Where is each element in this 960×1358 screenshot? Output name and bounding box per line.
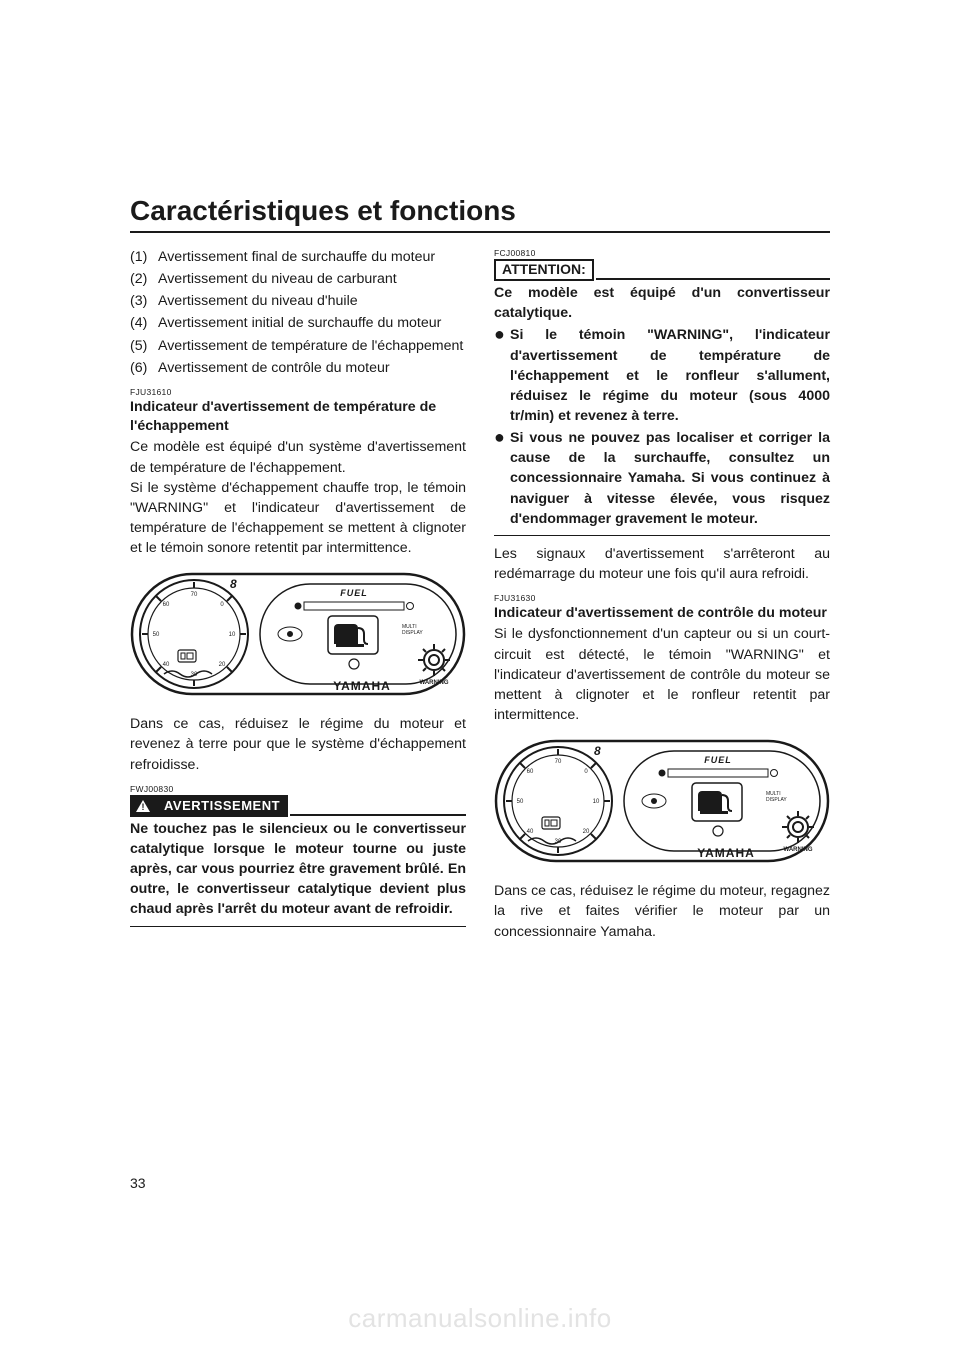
bullet-dot-icon: ● [494, 428, 510, 529]
paragraph: Si le système d'échappement chauffe trop… [130, 478, 466, 559]
attention-tag: ATTENTION: [494, 259, 830, 281]
page-number: 33 [130, 1175, 146, 1191]
bullet-list: ●Si le témoin "WARNING", l'indicateur d'… [494, 325, 830, 529]
subheading: Indicateur d'avertissement de contrôle d… [494, 604, 830, 623]
paragraph: Dans ce cas, réduisez le régime du moteu… [130, 714, 466, 774]
ref-code: FCJ00810 [494, 247, 830, 259]
attention-end-rule [494, 535, 830, 536]
bullet-dot-icon: ● [494, 325, 510, 426]
gauge-figure [494, 739, 830, 869]
ref-code: FJU31630 [494, 592, 830, 604]
warning-tag: ! AVERTISSEMENT [130, 795, 466, 817]
list-text: Avertissement initial de surchauffe du m… [158, 313, 466, 333]
left-column: (1)Avertissement final de surchauffe du … [130, 247, 466, 942]
paragraph: Si le dysfonctionnement d'un capteur ou … [494, 624, 830, 725]
attention-label: ATTENTION: [494, 259, 594, 281]
list-num: (3) [130, 291, 158, 311]
warning-end-rule [130, 926, 466, 927]
attention-lead: Ce modèle est équipé d'un convertisseur … [494, 283, 830, 323]
list-num: (6) [130, 358, 158, 378]
list-text: Avertissement du niveau d'huile [158, 291, 466, 311]
list-num: (1) [130, 247, 158, 267]
list-text: Avertissement du niveau de carburant [158, 269, 466, 289]
section-title: Caractéristiques et fonctions [130, 195, 830, 227]
ref-code: FWJ00830 [130, 783, 466, 795]
gauge-icon [130, 572, 466, 702]
paragraph: Ce modèle est équipé d'un système d'aver… [130, 437, 466, 477]
warning-rule [290, 814, 466, 816]
bullet-text: Si vous ne pouvez pas localiser et corri… [510, 428, 830, 529]
ref-code: FJU31610 [130, 386, 466, 398]
page-content: Caractéristiques et fonctions (1)Avertis… [130, 195, 830, 942]
title-rule [130, 231, 830, 233]
list-num: (2) [130, 269, 158, 289]
gauge-icon [494, 739, 830, 869]
list-num: (5) [130, 336, 158, 356]
right-column: FCJ00810 ATTENTION: Ce modèle est équipé… [494, 247, 830, 942]
warning-triangle-icon: ! [130, 795, 156, 817]
list-text: Avertissement final de surchauffe du mot… [158, 247, 466, 267]
subheading: Indicateur d'avertissement de températur… [130, 398, 466, 436]
numbered-list: (1)Avertissement final de surchauffe du … [130, 247, 466, 378]
warning-text: Ne touchez pas le silencieux ou le conve… [130, 819, 466, 920]
gauge-figure [130, 572, 466, 702]
paragraph: Les signaux d'avertissement s'arrêteront… [494, 544, 830, 584]
list-text: Avertissement de température de l'échapp… [158, 336, 466, 356]
list-text: Avertissement de contrôle du moteur [158, 358, 466, 378]
paragraph: Dans ce cas, réduisez le régime du moteu… [494, 881, 830, 941]
svg-text:!: ! [142, 802, 145, 812]
attention-rule [596, 278, 830, 280]
bullet-text: Si le témoin "WARNING", l'indicateur d'a… [510, 325, 830, 426]
list-num: (4) [130, 313, 158, 333]
warning-label: AVERTISSEMENT [156, 795, 288, 817]
watermark: carmanualsonline.info [0, 1303, 960, 1334]
